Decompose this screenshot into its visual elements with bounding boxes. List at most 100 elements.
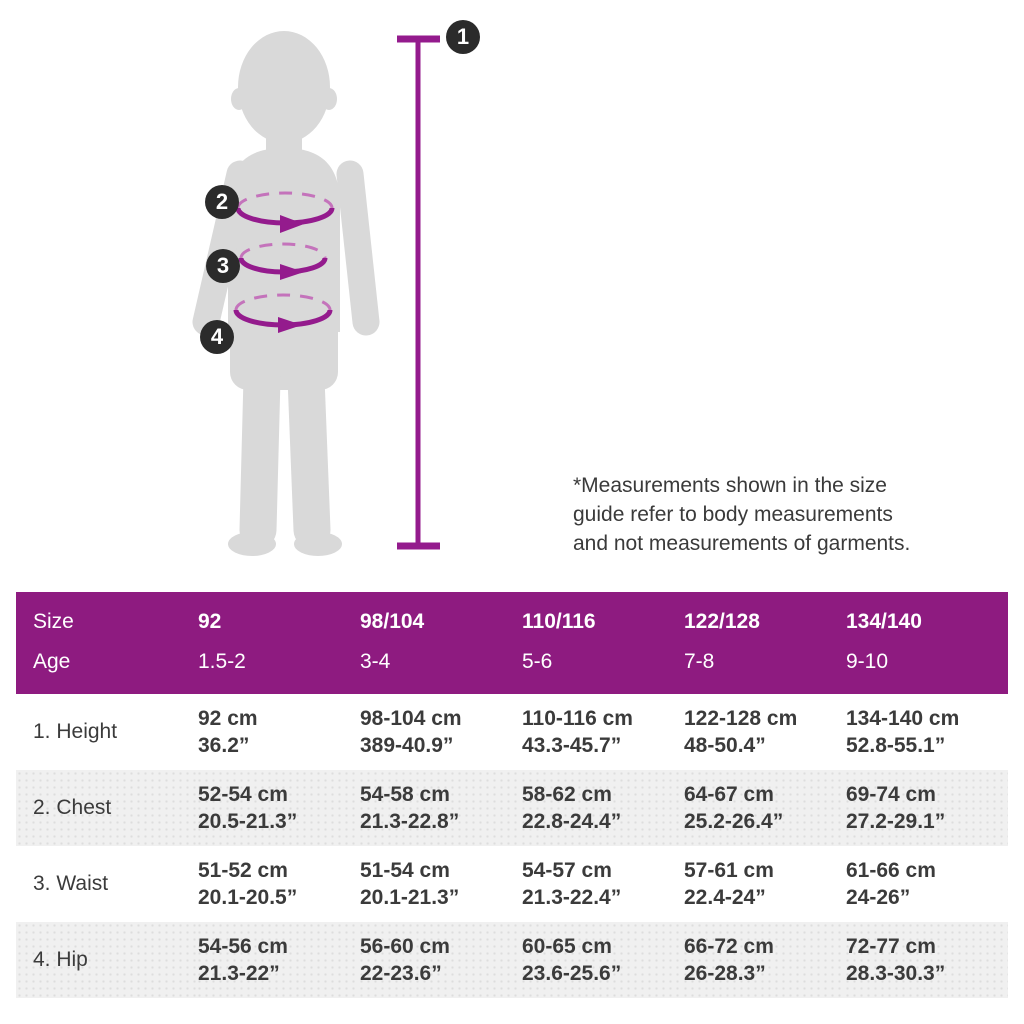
cm-value: 51-52 cm	[198, 859, 288, 882]
inch-value: 22.4-24”	[684, 886, 766, 909]
cm-value: 66-72 cm	[684, 935, 774, 958]
cm-value: 72-77 cm	[846, 935, 936, 958]
cm-value: 98-104 cm	[360, 707, 462, 730]
cm-value: 54-56 cm	[198, 935, 288, 958]
note-line: guide refer to body measurements	[573, 503, 893, 526]
cm-value: 54-58 cm	[360, 783, 450, 806]
waist-measure-arc	[238, 242, 328, 280]
size-cell: 61-66 cm 24-26”	[844, 846, 1008, 922]
cm-value: 52-54 cm	[198, 783, 288, 806]
age-header-label: Age	[16, 634, 196, 694]
inch-value: 389-40.9”	[360, 734, 454, 757]
cm-value: 61-66 cm	[846, 859, 936, 882]
inch-value: 23.6-25.6”	[522, 962, 622, 985]
hip-measure-arc	[233, 293, 333, 333]
size-cell: 54-56 cm 21.3-22”	[196, 922, 358, 998]
inch-value: 28.3-30.3”	[846, 962, 946, 985]
size-table: Size 92 98/104 110/116 122/128 134/140 A…	[16, 592, 1008, 998]
inch-value: 25.2-26.4”	[684, 810, 784, 833]
size-column-header: 110/116	[520, 592, 682, 634]
size-table-container: Size 92 98/104 110/116 122/128 134/140 A…	[16, 592, 1008, 998]
inch-value: 22-23.6”	[360, 962, 442, 985]
size-column-header: 134/140	[844, 592, 1008, 634]
cm-value: 56-60 cm	[360, 935, 450, 958]
cm-value: 134-140 cm	[846, 707, 960, 730]
row-label-waist: 3. Waist	[33, 872, 109, 895]
size-cell: 54-58 cm 21.3-22.8”	[358, 770, 520, 846]
cm-value: 122-128 cm	[684, 707, 798, 730]
size-cell: 92 cm 36.2”	[196, 694, 358, 770]
age-header-row: Age 1.5-2 3-4 5-6 7-8 9-10	[16, 634, 1008, 694]
size-header-row: Size 92 98/104 110/116 122/128 134/140	[16, 592, 1008, 634]
chest-measure-arc	[235, 191, 335, 233]
height-measure-line	[397, 35, 440, 550]
age-column-header: 9-10	[844, 634, 1008, 694]
cm-value: 54-57 cm	[522, 859, 612, 882]
inch-value: 20.1-20.5”	[198, 886, 298, 909]
size-cell: 134-140 cm 52.8-55.1”	[844, 694, 1008, 770]
cm-value: 60-65 cm	[522, 935, 612, 958]
cm-value: 64-67 cm	[684, 783, 774, 806]
inch-value: 48-50.4”	[684, 734, 766, 757]
inch-value: 36.2”	[198, 734, 250, 757]
inch-value: 27.2-29.1”	[846, 810, 946, 833]
size-cell: 60-65 cm 23.6-25.6”	[520, 922, 682, 998]
size-cell: 57-61 cm 22.4-24”	[682, 846, 844, 922]
size-cell: 64-67 cm 25.2-26.4”	[682, 770, 844, 846]
cm-value: 92 cm	[198, 707, 258, 730]
child-silhouette-graphic	[192, 31, 440, 556]
size-cell: 66-72 cm 26-28.3”	[682, 922, 844, 998]
size-cell: 122-128 cm 48-50.4”	[682, 694, 844, 770]
note-line: and not measurements of garments.	[573, 532, 911, 555]
waist-row: 3. Waist 51-52 cm 20.1-20.5” 51-54 cm 20.1…	[16, 846, 1008, 922]
age-column-header: 1.5-2	[196, 634, 358, 694]
measurement-note: *Measurements shown in the size guide re…	[573, 471, 963, 558]
inch-value: 22.8-24.4”	[522, 810, 622, 833]
age-column-header: 5-6	[520, 634, 682, 694]
size-cell: 54-57 cm 21.3-22.4”	[520, 846, 682, 922]
row-label-chest: 2. Chest	[16, 770, 196, 846]
size-cell: 98-104 cm 389-40.9”	[358, 694, 520, 770]
callout-4-hip-badge: 4	[200, 320, 234, 354]
size-cell: 72-77 cm 28.3-30.3”	[844, 922, 1008, 998]
inch-value: 21.3-22.4”	[522, 886, 622, 909]
child-silhouette	[192, 31, 380, 556]
row-label-height: 1. Height	[33, 720, 118, 743]
height-row: 1. Height 92 cm 36.2” 98-104 cm 389-40.9” …	[16, 694, 1008, 770]
callout-3-waist-badge: 3	[206, 249, 240, 283]
age-column-header: 7-8	[682, 634, 844, 694]
inch-value: 20.1-21.3”	[360, 886, 460, 909]
chest-row: 2. Chest 52-54 cm 20.5-21.3” 54-58 cm 21.3…	[16, 770, 1008, 846]
inch-value: 21.3-22.8”	[360, 810, 460, 833]
cm-value: 51-54 cm	[360, 859, 450, 882]
note-line: *Measurements shown in the size	[573, 474, 887, 497]
size-column-header: 122/128	[682, 592, 844, 634]
size-column-header: 98/104	[358, 592, 520, 634]
cm-value: 110-116 cm	[522, 707, 633, 730]
inch-value: 21.3-22”	[198, 962, 280, 985]
callout-2-chest-badge: 2	[205, 185, 239, 219]
size-cell: 51-52 cm 20.1-20.5”	[196, 846, 358, 922]
cm-value: 69-74 cm	[846, 783, 936, 806]
row-label-hip: 4. Hip	[16, 922, 196, 998]
size-header-label: Size	[16, 592, 196, 634]
inch-value: 52.8-55.1”	[846, 734, 946, 757]
size-cell: 58-62 cm 22.8-24.4”	[520, 770, 682, 846]
size-table-header: Size 92 98/104 110/116 122/128 134/140 A…	[16, 592, 1008, 694]
cm-value: 57-61 cm	[684, 859, 774, 882]
body-measurement-illustration: 1 2 3 4	[0, 0, 560, 580]
inch-value: 20.5-21.3”	[198, 810, 298, 833]
callout-1-height-badge: 1	[446, 20, 480, 54]
cm-value: 58-62 cm	[522, 783, 612, 806]
size-cell: 69-74 cm 27.2-29.1”	[844, 770, 1008, 846]
size-cell: 56-60 cm 22-23.6”	[358, 922, 520, 998]
inch-value: 24-26”	[846, 886, 911, 909]
size-column-header: 92	[196, 592, 358, 634]
size-cell: 110-116 cm 43.3-45.7”	[520, 694, 682, 770]
inch-value: 43.3-45.7”	[522, 734, 622, 757]
inch-value: 26-28.3”	[684, 962, 766, 985]
size-cell: 52-54 cm 20.5-21.3”	[196, 770, 358, 846]
hip-row: 4. Hip 54-56 cm 21.3-22” 56-60 cm 22-23.6”…	[16, 922, 1008, 998]
age-column-header: 3-4	[358, 634, 520, 694]
